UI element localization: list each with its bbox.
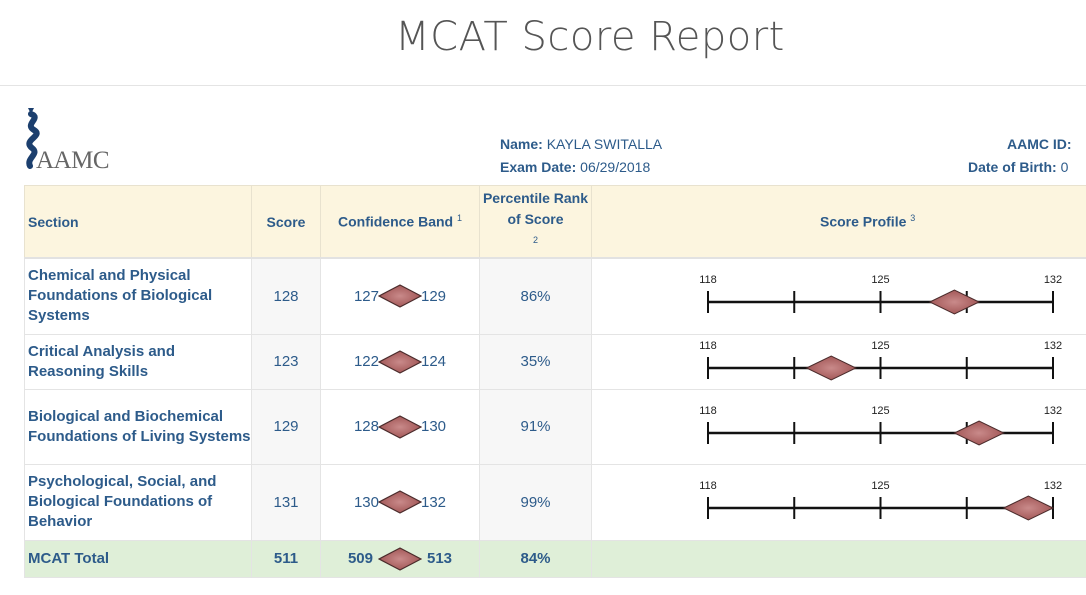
section-name: Chemical and Physical Foundations of Bio… [24,257,252,335]
profile-tick-label: 125 [871,480,889,492]
section-score: 129 [251,388,321,465]
table-row: Biological and Biochemical Foundations o… [24,388,1086,465]
total-confidence-cell: 509 513 [320,539,480,578]
total-percentile: 84% [479,539,592,578]
aamc-logo-text: AAMC [36,147,110,174]
profile-score-diamond [928,289,981,315]
confidence-diamond-icon [378,414,422,439]
profile-tick-label: 118 [699,405,717,417]
header-profile: Score Profile 3 [591,185,1086,259]
header-row: Section Score Confidence Band 1 Percenti… [24,185,1086,259]
percentile-rank: 91% [479,388,592,465]
score-profile-chart: 118 125 132 [699,405,1062,446]
percentile-rank: 99% [479,463,592,541]
band-low: 128 [353,418,379,435]
score-profile-cell: 118 125 132 [591,257,1086,335]
score-profile-chart: 118 125 132 [699,274,1062,315]
confidence-diamond-icon [378,490,422,514]
divider [0,85,1086,86]
confidence-band: 122 124 [353,349,447,374]
exam-date: Exam Date: 06/29/2018 [500,159,651,175]
profile-tick-label: 132 [1044,274,1062,286]
band-low: 509 [347,550,373,567]
score-profile-chart: 118 125 132 [699,480,1062,521]
table-row: Critical Analysis and Reasoning Skills 1… [24,333,1086,390]
profile-tick-label: 118 [699,340,717,352]
header-confidence: Confidence Band 1 [320,185,480,259]
confidence-cell: 122 124 [320,333,480,390]
confidence-band: 509 513 [347,546,453,571]
section-score: 131 [251,463,321,541]
band-high: 124 [421,353,447,370]
profile-tick-label: 125 [871,405,889,417]
header-score: Score [251,185,321,259]
band-low: 127 [353,287,379,305]
total-profile-cell [591,539,1086,578]
band-high: 129 [421,287,447,305]
confidence-band: 128 130 [353,414,447,439]
profile-score-diamond [1002,495,1055,521]
profile-tick-label: 118 [699,274,717,286]
confidence-diamond-icon [378,284,422,308]
confidence-band: 127 129 [354,284,446,308]
total-label: MCAT Total [24,539,252,578]
section-score: 128 [251,257,321,335]
score-profile-chart: 118 125 132 [699,340,1062,381]
confidence-diamond-icon [378,546,422,571]
percentile-rank: 86% [479,257,592,335]
total-score: 511 [251,539,321,578]
header-percentile: Percentile Rank of Score 2 [479,185,592,259]
section-name: Biological and Biochemical Foundations o… [24,388,252,465]
band-high: 130 [421,418,447,435]
table-row: Psychological, Social, and Biological Fo… [24,463,1086,541]
section-name: Psychological, Social, and Biological Fo… [24,463,252,541]
band-high: 132 [421,493,447,511]
score-profile-cell: 118 125 132 [591,388,1086,465]
page-title: MCAT Score Report [395,14,785,60]
profile-tick-label: 132 [1044,340,1062,352]
profile-tick-label: 125 [871,274,889,286]
band-low: 122 [353,353,379,370]
profile-score-diamond [805,355,857,381]
aamc-caduceus-logo [26,108,40,169]
confidence-cell: 128 130 [320,388,480,465]
percentile-rank: 35% [479,333,592,390]
table-row: Chemical and Physical Foundations of Bio… [24,257,1086,335]
band-low: 130 [353,493,379,511]
confidence-cell: 127 129 [320,257,480,335]
band-high: 513 [427,550,453,567]
profile-score-diamond [953,420,1005,446]
total-row: MCAT Total 511 509 513 84% [24,539,1086,578]
section-score: 123 [251,333,321,390]
confidence-band: 130 132 [354,490,446,514]
date-of-birth: Date of Birth: 0 [968,159,1069,175]
aamc-id: AAMC ID: [1007,136,1072,152]
profile-tick-label: 118 [699,480,717,492]
confidence-cell: 130 132 [320,463,480,541]
score-profile-cell: 118 125 132 [591,333,1086,390]
profile-tick-label: 125 [871,340,889,352]
profile-tick-label: 132 [1044,405,1062,417]
section-name: Critical Analysis and Reasoning Skills [24,333,252,390]
score-profile-cell: 118 125 132 [591,463,1086,541]
confidence-diamond-icon [378,349,422,374]
header-section: Section [24,185,252,259]
candidate-name: Name: KAYLA SWITALLA [500,136,663,152]
score-table: Section Score Confidence Band 1 Percenti… [24,185,1086,578]
profile-tick-label: 132 [1044,480,1062,492]
